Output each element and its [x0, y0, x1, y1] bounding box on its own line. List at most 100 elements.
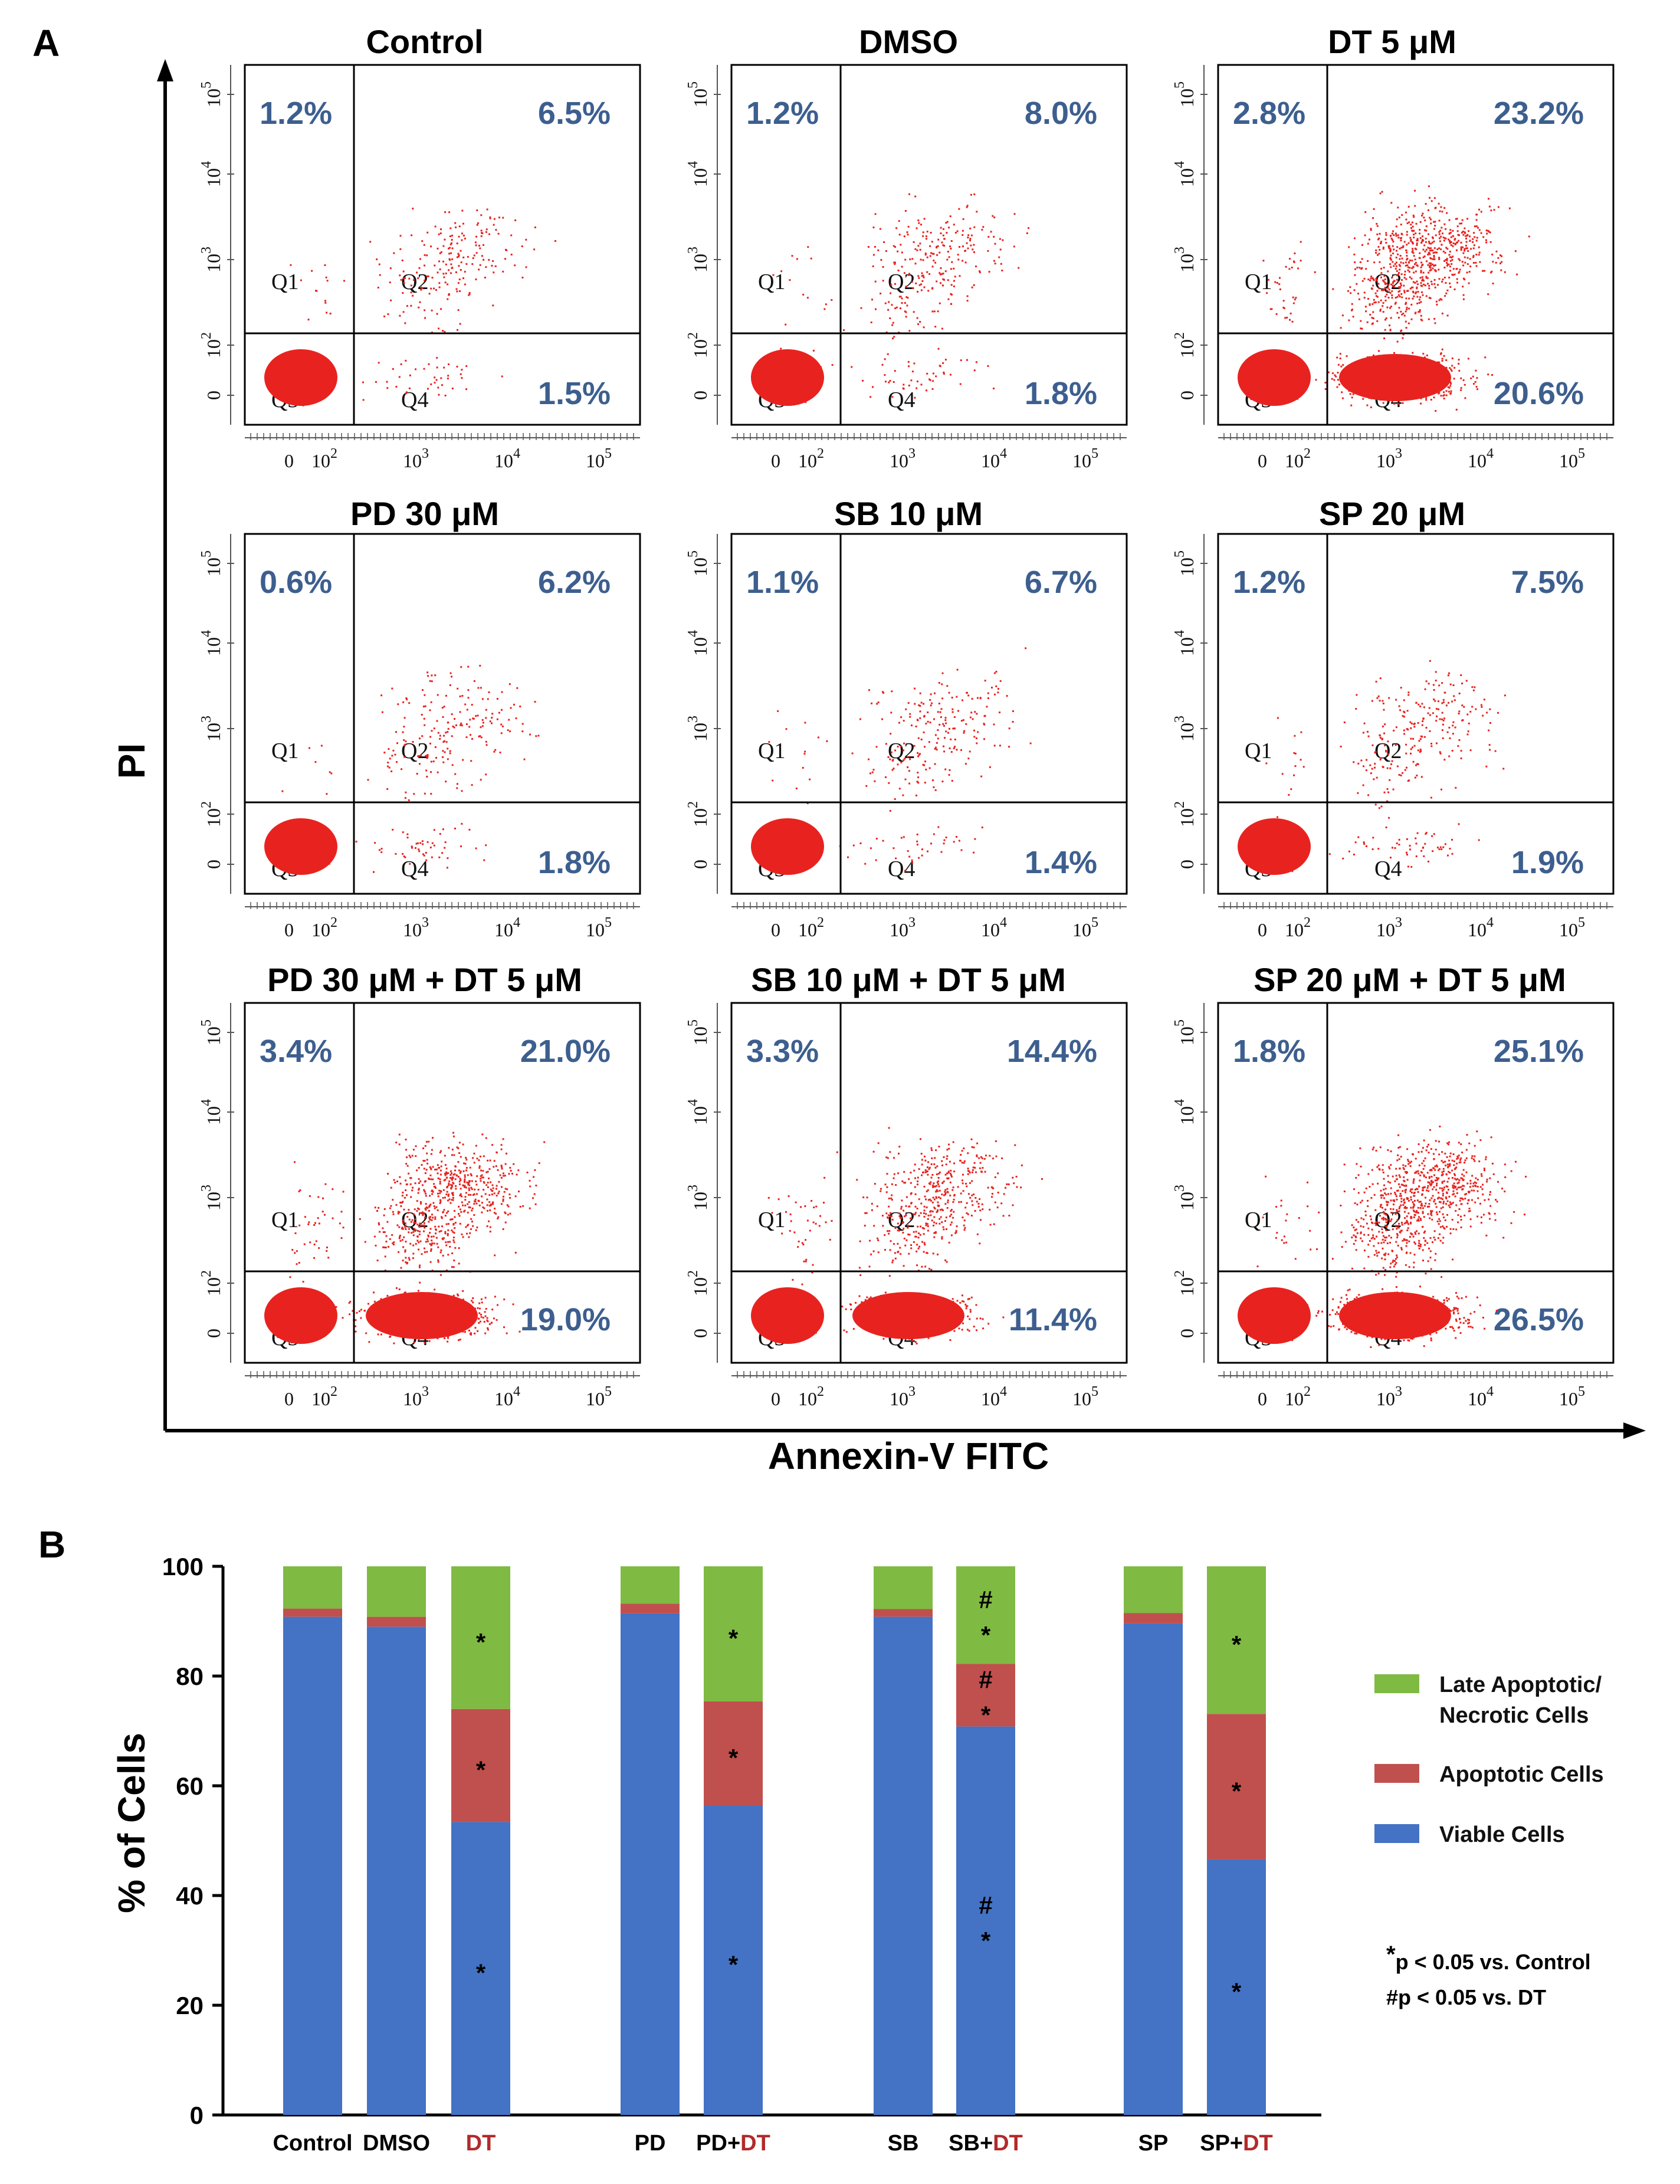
cell-event — [1448, 219, 1451, 221]
cell-event — [1489, 241, 1492, 243]
cell-event — [1384, 319, 1386, 321]
cell-event — [1427, 264, 1429, 266]
cell-event — [904, 258, 907, 261]
cell-event — [884, 358, 886, 360]
cell-event — [1469, 265, 1472, 268]
cell-event — [439, 268, 441, 271]
cell-event — [1377, 238, 1379, 241]
cell-event — [1453, 366, 1456, 369]
q1-label: Q1 — [758, 270, 785, 294]
cell-event — [1495, 250, 1498, 252]
panel-a-axes: PI Annexin-V FITC — [110, 59, 1646, 1477]
cell-event — [1429, 217, 1431, 219]
cell-event — [1282, 300, 1285, 302]
cell-event — [1369, 313, 1371, 316]
cell-event — [962, 260, 964, 262]
cell-event — [1430, 258, 1432, 260]
cell-event — [1466, 257, 1469, 259]
cell-event — [1396, 311, 1399, 314]
cell-event — [343, 280, 345, 282]
x-axis-ticks: 0 102 103 104 105 — [731, 433, 1127, 471]
cell-event — [1448, 263, 1450, 265]
cell-event — [1378, 237, 1380, 240]
cell-event — [428, 293, 431, 295]
cell-event — [1422, 271, 1425, 274]
cell-event — [1424, 229, 1426, 231]
cell-event — [462, 256, 465, 258]
cell-event — [1428, 251, 1430, 254]
cell-event — [969, 227, 972, 229]
plot-frame — [1217, 533, 1615, 895]
cell-event — [1485, 241, 1488, 244]
cell-event — [926, 231, 928, 233]
cell-event — [1386, 293, 1388, 296]
cell-event — [410, 304, 412, 307]
cell-event — [438, 260, 440, 263]
cell-event — [900, 307, 901, 310]
q2-percent: 6.7% — [1025, 565, 1097, 600]
cell-event — [448, 363, 450, 365]
cell-event — [780, 270, 783, 273]
cell-event — [1470, 248, 1472, 250]
cell-event — [966, 206, 968, 208]
cell-event — [426, 254, 428, 257]
cell-event — [1378, 350, 1380, 352]
cell-event — [1425, 229, 1428, 232]
cell-event — [883, 241, 885, 243]
cell-event — [1373, 208, 1375, 210]
cell-event — [1492, 283, 1494, 285]
cell-event — [1395, 235, 1397, 237]
cell-event — [1461, 261, 1464, 263]
x-tick-exponent: 5 — [1091, 446, 1098, 461]
cell-event — [1341, 397, 1344, 399]
q4-label: Q4 — [888, 857, 915, 881]
cell-event — [916, 317, 918, 319]
cell-event — [906, 304, 908, 307]
cell-event — [400, 363, 402, 365]
cell-event — [442, 260, 444, 263]
cell-event — [424, 317, 426, 319]
cell-event — [1424, 250, 1426, 252]
cell-event — [934, 326, 937, 328]
cell-event — [1410, 227, 1412, 229]
cell-event — [1284, 317, 1287, 319]
cell-event — [1421, 319, 1423, 322]
cell-event — [1380, 299, 1382, 301]
cell-event — [1408, 271, 1410, 273]
cell-event — [1411, 221, 1413, 224]
cell-event — [1402, 245, 1405, 247]
cell-event — [1420, 242, 1423, 244]
cell-event — [1392, 230, 1394, 232]
x-tick-exponent: 3 — [908, 446, 916, 461]
cell-event — [438, 393, 440, 396]
cell-event — [960, 359, 962, 362]
cell-event — [962, 218, 964, 220]
plot-title: DMSO — [859, 23, 958, 60]
cell-event — [914, 263, 917, 265]
cell-event — [473, 254, 475, 257]
cell-event — [514, 264, 516, 267]
cell-event — [898, 220, 900, 222]
cell-event — [894, 263, 896, 265]
cell-event — [993, 260, 995, 262]
cell-event — [917, 275, 920, 277]
cell-event — [949, 245, 951, 248]
cell-event — [897, 250, 899, 252]
cell-event — [477, 222, 479, 224]
cell-event — [362, 381, 364, 383]
cell-event — [1442, 250, 1445, 252]
cell-event — [1467, 250, 1469, 252]
cell-event — [1408, 297, 1410, 300]
cell-event — [1439, 240, 1441, 242]
cell-event — [1454, 238, 1456, 240]
cell-event — [525, 238, 527, 241]
cell-event — [969, 238, 972, 240]
cell-event — [1474, 236, 1476, 238]
cell-event — [1367, 242, 1369, 245]
cell-event — [1422, 278, 1424, 280]
cell-event — [1379, 248, 1381, 251]
cell-event — [1360, 327, 1362, 330]
cell-event — [923, 326, 925, 329]
cell-event — [926, 271, 928, 273]
